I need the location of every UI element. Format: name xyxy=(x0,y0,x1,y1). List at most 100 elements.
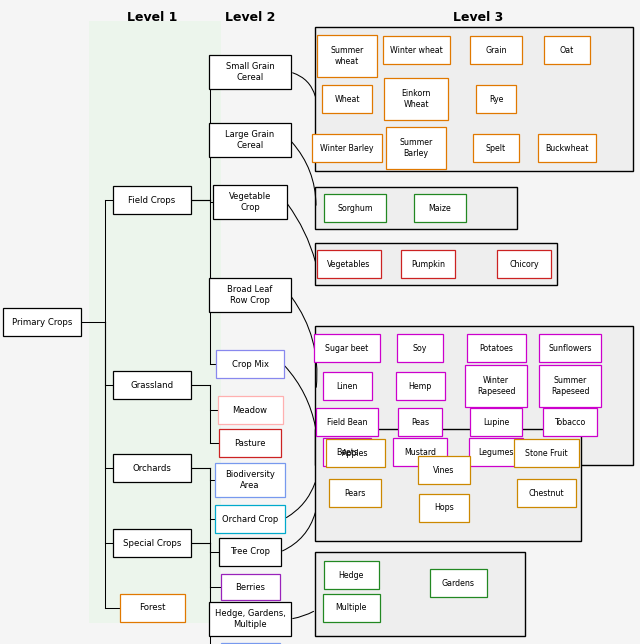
Text: Vines: Vines xyxy=(433,466,454,475)
Text: Sorghum: Sorghum xyxy=(337,204,372,213)
Text: Winter Barley: Winter Barley xyxy=(320,144,374,153)
FancyBboxPatch shape xyxy=(467,334,525,362)
Text: Vegetables: Vegetables xyxy=(327,260,371,269)
FancyBboxPatch shape xyxy=(465,365,527,407)
FancyBboxPatch shape xyxy=(538,134,596,162)
Text: Hedge: Hedge xyxy=(339,571,364,580)
Text: Potatoes: Potatoes xyxy=(479,343,513,352)
Text: Field Bean: Field Bean xyxy=(327,417,367,426)
FancyBboxPatch shape xyxy=(539,334,601,362)
FancyBboxPatch shape xyxy=(323,561,378,589)
FancyBboxPatch shape xyxy=(113,186,191,214)
FancyBboxPatch shape xyxy=(219,538,281,566)
Text: Tree Crop: Tree Crop xyxy=(230,547,270,556)
FancyBboxPatch shape xyxy=(329,479,381,507)
FancyBboxPatch shape xyxy=(317,250,381,278)
FancyBboxPatch shape xyxy=(469,438,523,466)
Text: Summer
wheat: Summer wheat xyxy=(330,46,364,66)
FancyBboxPatch shape xyxy=(209,55,291,89)
Text: Chestnut: Chestnut xyxy=(528,489,564,498)
FancyBboxPatch shape xyxy=(221,643,280,644)
Text: Linen: Linen xyxy=(336,381,358,390)
FancyBboxPatch shape xyxy=(113,454,191,482)
Text: Sugar beet: Sugar beet xyxy=(325,343,369,352)
Text: Einkorn
Wheat: Einkorn Wheat xyxy=(401,90,431,109)
Text: Vegetable
Crop: Vegetable Crop xyxy=(229,193,271,212)
Text: Hemp: Hemp xyxy=(408,381,431,390)
FancyBboxPatch shape xyxy=(312,134,382,162)
Text: Grain: Grain xyxy=(485,46,507,55)
FancyBboxPatch shape xyxy=(323,594,380,622)
Text: Tobacco: Tobacco xyxy=(554,417,586,426)
FancyBboxPatch shape xyxy=(209,278,291,312)
Text: Level 2: Level 2 xyxy=(225,11,275,24)
Text: Lupine: Lupine xyxy=(483,417,509,426)
Text: Winter
Rapeseed: Winter Rapeseed xyxy=(477,376,515,395)
Text: Small Grain
Cereal: Small Grain Cereal xyxy=(226,62,275,82)
Text: Soy: Soy xyxy=(413,343,427,352)
Text: Multiple: Multiple xyxy=(335,603,367,612)
FancyBboxPatch shape xyxy=(315,187,517,229)
FancyBboxPatch shape xyxy=(113,371,191,399)
FancyBboxPatch shape xyxy=(539,365,601,407)
FancyBboxPatch shape xyxy=(209,602,291,636)
Text: Maize: Maize xyxy=(429,204,451,213)
FancyBboxPatch shape xyxy=(218,396,282,424)
FancyBboxPatch shape xyxy=(393,438,447,466)
FancyBboxPatch shape xyxy=(113,529,191,557)
Text: Mustard: Mustard xyxy=(404,448,436,457)
FancyBboxPatch shape xyxy=(213,185,287,219)
FancyBboxPatch shape xyxy=(383,36,449,64)
Text: Orchards: Orchards xyxy=(132,464,172,473)
FancyBboxPatch shape xyxy=(323,438,371,466)
FancyBboxPatch shape xyxy=(315,326,633,465)
FancyBboxPatch shape xyxy=(398,408,442,436)
FancyBboxPatch shape xyxy=(326,439,385,467)
FancyBboxPatch shape xyxy=(316,408,378,436)
Text: Legumes: Legumes xyxy=(478,448,514,457)
FancyBboxPatch shape xyxy=(221,574,280,600)
Text: Gardens: Gardens xyxy=(442,578,474,587)
Text: Stone Fruit: Stone Fruit xyxy=(525,448,567,457)
FancyBboxPatch shape xyxy=(215,463,285,497)
Text: Oat: Oat xyxy=(560,46,574,55)
Text: Primary Crops: Primary Crops xyxy=(12,317,72,327)
Text: Berries: Berries xyxy=(235,583,265,591)
Text: Winter wheat: Winter wheat xyxy=(390,46,442,55)
FancyBboxPatch shape xyxy=(216,350,284,378)
FancyBboxPatch shape xyxy=(215,505,285,533)
FancyBboxPatch shape xyxy=(397,334,443,362)
FancyBboxPatch shape xyxy=(323,372,371,400)
FancyBboxPatch shape xyxy=(418,456,470,484)
FancyBboxPatch shape xyxy=(396,372,445,400)
FancyBboxPatch shape xyxy=(315,27,633,171)
FancyBboxPatch shape xyxy=(315,243,557,285)
Text: Forest: Forest xyxy=(139,603,165,612)
Text: Field Crops: Field Crops xyxy=(129,196,175,205)
FancyBboxPatch shape xyxy=(89,21,221,623)
Text: Sunflowers: Sunflowers xyxy=(548,343,592,352)
Text: Meadow: Meadow xyxy=(232,406,268,415)
FancyBboxPatch shape xyxy=(476,85,516,113)
Text: Grassland: Grassland xyxy=(131,381,173,390)
FancyBboxPatch shape xyxy=(315,552,525,636)
Text: Beets: Beets xyxy=(336,448,358,457)
Text: Wheat: Wheat xyxy=(334,95,360,104)
Text: Pasture: Pasture xyxy=(234,439,266,448)
FancyBboxPatch shape xyxy=(315,429,581,541)
FancyBboxPatch shape xyxy=(317,35,377,77)
Text: Spelt: Spelt xyxy=(486,144,506,153)
Text: Rye: Rye xyxy=(489,95,503,104)
Text: Pears: Pears xyxy=(344,489,365,498)
Text: Peas: Peas xyxy=(411,417,429,426)
FancyBboxPatch shape xyxy=(401,250,455,278)
Text: Buckwheat: Buckwheat xyxy=(545,144,589,153)
FancyBboxPatch shape xyxy=(544,36,590,64)
FancyBboxPatch shape xyxy=(497,250,551,278)
FancyBboxPatch shape xyxy=(314,334,380,362)
FancyBboxPatch shape xyxy=(324,194,386,222)
FancyBboxPatch shape xyxy=(386,127,446,169)
FancyBboxPatch shape xyxy=(470,408,522,436)
Text: Pumpkin: Pumpkin xyxy=(411,260,445,269)
FancyBboxPatch shape xyxy=(3,308,81,336)
